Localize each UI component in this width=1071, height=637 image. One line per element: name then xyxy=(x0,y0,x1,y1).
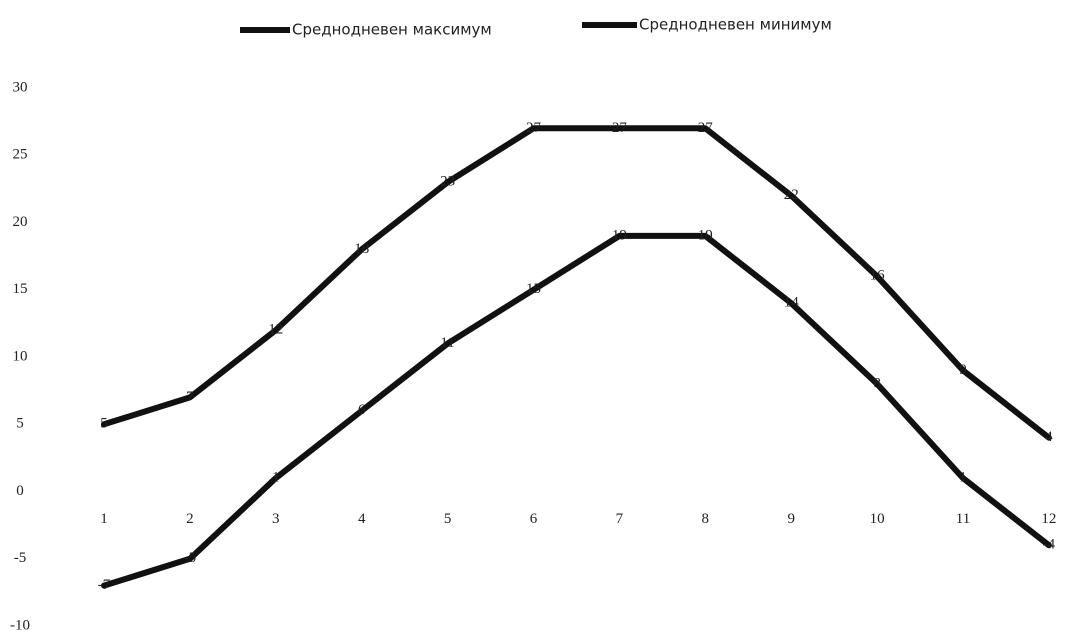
x-axis: 1 2 3 4 5 6 7 8 9 10 11 12 xyxy=(100,511,1056,527)
y-tick-label: 20 xyxy=(13,214,28,230)
data-label: 18 xyxy=(354,241,369,257)
y-tick-label: -5 xyxy=(14,550,27,566)
data-label: 15 xyxy=(526,281,541,297)
x-tick-label: 11 xyxy=(956,511,970,527)
x-tick-label: 2 xyxy=(186,511,194,527)
data-label: 7 xyxy=(186,389,194,405)
y-tick-label: 5 xyxy=(16,416,24,432)
legend-label-max: Среднодневен максимум xyxy=(292,21,492,39)
x-tick-label: 12 xyxy=(1041,511,1056,527)
data-label: -7 xyxy=(98,577,111,593)
y-tick-label: 15 xyxy=(13,281,28,297)
data-label: -5 xyxy=(184,550,197,566)
data-label: 23 xyxy=(440,174,455,190)
y-axis: 30 25 20 15 10 5 0 -5 -10 xyxy=(10,79,30,633)
x-tick-label: 9 xyxy=(787,511,795,527)
data-label: 27 xyxy=(612,120,628,136)
series-line-max xyxy=(101,125,1052,441)
data-label: 8 xyxy=(873,375,881,391)
x-tick-label: 8 xyxy=(702,511,710,527)
legend-entry-min: Среднодневен минимум xyxy=(582,16,832,34)
x-tick-label: 1 xyxy=(100,511,108,527)
data-label: 19 xyxy=(698,227,713,243)
data-label: 1 xyxy=(272,469,280,485)
y-tick-label: 30 xyxy=(13,79,28,95)
legend: Среднодневен максимум Среднодневен миним… xyxy=(240,16,832,39)
y-tick-label: -10 xyxy=(10,617,30,633)
legend-label-min: Среднодневен минимум xyxy=(639,16,832,34)
x-tick-label: 3 xyxy=(272,511,280,527)
data-label: 14 xyxy=(784,295,800,311)
x-tick-label: 4 xyxy=(358,511,366,527)
data-label: 27 xyxy=(698,120,714,136)
series-line-min xyxy=(101,232,1052,589)
legend-entry-max: Среднодневен максимум xyxy=(240,21,492,39)
data-label: 9 xyxy=(959,362,967,378)
data-label: 22 xyxy=(784,187,799,203)
y-tick-label: 0 xyxy=(16,483,24,499)
data-label: 4 xyxy=(1045,429,1053,445)
data-label: 16 xyxy=(870,268,886,284)
x-tick-label: 6 xyxy=(530,511,538,527)
y-tick-label: 10 xyxy=(13,348,28,364)
data-label: 19 xyxy=(612,227,627,243)
data-label: 5 xyxy=(100,416,108,432)
data-label: 12 xyxy=(268,322,283,338)
data-label: 1 xyxy=(959,469,967,485)
data-label: 27 xyxy=(526,120,542,136)
x-tick-label: 5 xyxy=(444,511,452,527)
series-lines xyxy=(101,125,1052,589)
x-tick-label: 7 xyxy=(616,511,624,527)
data-label: -4 xyxy=(1043,537,1056,553)
data-label: 6 xyxy=(358,402,366,418)
data-label: 11 xyxy=(440,335,454,351)
y-tick-label: 25 xyxy=(13,147,28,163)
x-tick-label: 10 xyxy=(870,511,885,527)
